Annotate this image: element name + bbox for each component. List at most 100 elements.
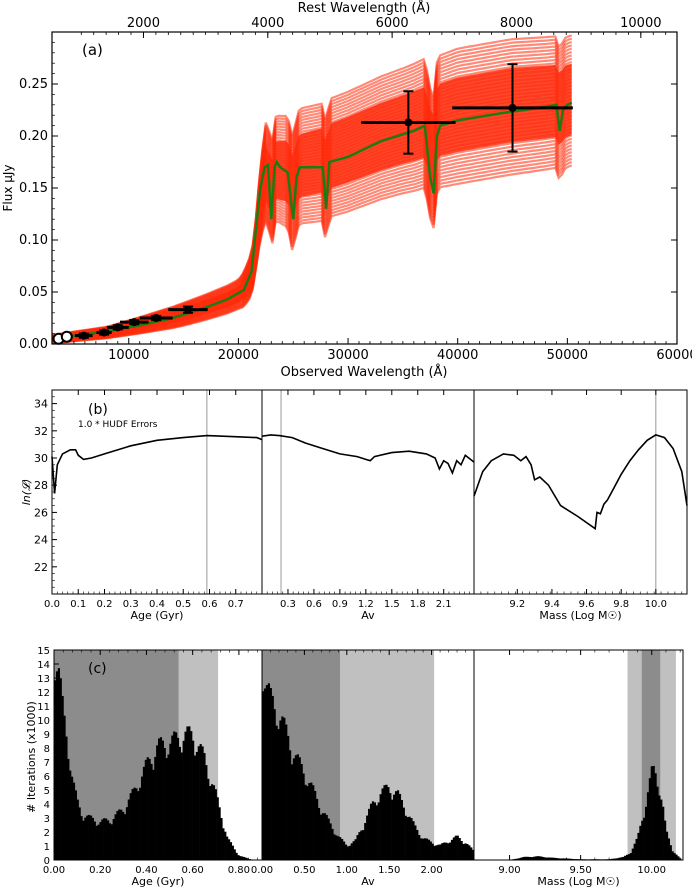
panel-a-top-axis-title: Rest Wavelength (Å) bbox=[298, 0, 431, 16]
histogram-bar bbox=[452, 837, 456, 860]
histogram-bar bbox=[393, 794, 396, 860]
histogram-bar bbox=[210, 784, 214, 860]
histogram-bar bbox=[214, 789, 217, 860]
histogram-bar bbox=[71, 776, 74, 860]
y-tick-label: 15 bbox=[37, 646, 50, 657]
histogram-bar bbox=[525, 856, 528, 860]
histogram-bar bbox=[344, 844, 348, 860]
top-x-tick-label: 2000 bbox=[127, 16, 160, 31]
histogram-bar bbox=[135, 788, 138, 860]
histogram-bar bbox=[435, 845, 438, 860]
histogram-bar bbox=[468, 845, 471, 860]
y-tick-label: 0 bbox=[44, 856, 50, 867]
histogram-bar bbox=[616, 858, 619, 860]
histogram-bar bbox=[74, 790, 77, 860]
histogram-bar bbox=[184, 731, 187, 860]
histogram-bar bbox=[385, 784, 388, 860]
x-tick-label: 0.4 bbox=[149, 599, 165, 610]
histogram-bar bbox=[139, 787, 142, 860]
histogram-bar bbox=[283, 717, 286, 860]
histogram-bar bbox=[220, 818, 223, 860]
photometry-point bbox=[75, 331, 93, 340]
histogram-bar bbox=[624, 855, 627, 860]
photometry-point bbox=[106, 323, 129, 332]
histogram-bar bbox=[244, 857, 248, 860]
histogram-bar bbox=[354, 839, 357, 860]
histogram-bar bbox=[559, 858, 562, 860]
panel-c-y-axis-title: # Iterations (x1000) bbox=[25, 701, 38, 813]
y-tick-label: 3 bbox=[44, 814, 50, 825]
histogram-bar bbox=[54, 680, 57, 860]
histogram-bar bbox=[352, 841, 355, 860]
x-axis-title: Age (Gyr) bbox=[132, 875, 185, 888]
histogram-bar bbox=[639, 825, 642, 860]
data-point-marker bbox=[404, 118, 413, 127]
x-tick-label: 0.50 bbox=[293, 865, 315, 876]
histogram-bar bbox=[317, 807, 321, 860]
histogram-bar bbox=[371, 801, 375, 860]
x-axis-title: Mass (Log M☉) bbox=[537, 875, 619, 888]
likelihood-curve bbox=[261, 434, 475, 476]
x-tick-label: 1.2 bbox=[358, 599, 374, 610]
histogram-bar bbox=[89, 815, 93, 860]
x-tick-label: 9.00 bbox=[498, 865, 520, 876]
histogram-bar bbox=[339, 837, 342, 860]
histogram-bar bbox=[120, 809, 123, 860]
histogram-bar bbox=[300, 763, 303, 860]
histogram-bar bbox=[425, 838, 429, 860]
x-tick-label: 9.8 bbox=[613, 599, 629, 610]
histogram-bar bbox=[207, 778, 210, 860]
x-tick-label: 2.1 bbox=[436, 599, 452, 610]
histogram-bar bbox=[665, 831, 669, 860]
histogram-bar bbox=[229, 842, 233, 860]
x-tick-label: 0.2 bbox=[97, 599, 113, 610]
histogram-bar bbox=[199, 744, 202, 860]
histogram-bar bbox=[400, 800, 403, 860]
histogram-bar bbox=[429, 841, 432, 860]
histogram-bar bbox=[84, 817, 87, 860]
histogram-bar bbox=[91, 817, 95, 860]
histogram-bar bbox=[88, 814, 91, 860]
y-tick-label: 1 bbox=[44, 842, 50, 853]
histogram-bar bbox=[458, 838, 461, 860]
histogram-bar bbox=[304, 784, 307, 860]
histogram-bar bbox=[312, 785, 315, 860]
upper-limit-marker bbox=[60, 330, 73, 343]
histogram-bar bbox=[464, 843, 467, 860]
histogram-bar bbox=[627, 854, 631, 860]
histogram-bar bbox=[381, 788, 384, 860]
y-tick-label: 0.15 bbox=[19, 181, 48, 196]
histogram-bar bbox=[233, 849, 236, 860]
histogram-bar bbox=[555, 858, 558, 860]
histogram-bar bbox=[348, 845, 351, 860]
histogram-bar bbox=[195, 752, 199, 860]
histogram-bar bbox=[80, 816, 83, 860]
histogram-bar bbox=[671, 851, 674, 860]
panel-a-sed-plot: 10000 20000 30000 40000 50000 60000 2000 4000 60… bbox=[1, 0, 692, 380]
histogram-bar bbox=[186, 726, 189, 860]
y-tick-label: 2 bbox=[44, 828, 50, 839]
histogram-bar bbox=[437, 844, 440, 860]
x-tick-label: 10.0 bbox=[645, 599, 667, 610]
histogram-bar bbox=[394, 791, 398, 860]
histogram-bar bbox=[263, 688, 267, 860]
histogram-bar bbox=[646, 792, 650, 860]
model-sed-fan bbox=[51, 34, 573, 345]
data-point-marker bbox=[130, 318, 139, 327]
best-fit-sed-line bbox=[51, 101, 573, 341]
y-tick-label: 4 bbox=[44, 800, 50, 811]
histogram-bar bbox=[86, 815, 89, 860]
histogram-bar bbox=[288, 750, 292, 860]
histogram-bar bbox=[123, 814, 127, 860]
histogram-bar bbox=[620, 857, 623, 860]
histogram-bar bbox=[315, 798, 319, 860]
histogram-bar bbox=[114, 814, 117, 860]
histogram-bar bbox=[144, 759, 147, 860]
histogram-bar bbox=[658, 795, 661, 860]
histogram-bar bbox=[222, 828, 225, 860]
histogram-subpanel: 0.00 0.20 0.40 0.60 0.80 Age (Gyr) bbox=[43, 649, 263, 888]
histogram-bar bbox=[358, 832, 361, 860]
y-tick-label: 13 bbox=[37, 674, 50, 685]
x-tick-label: 0.40 bbox=[135, 865, 157, 876]
